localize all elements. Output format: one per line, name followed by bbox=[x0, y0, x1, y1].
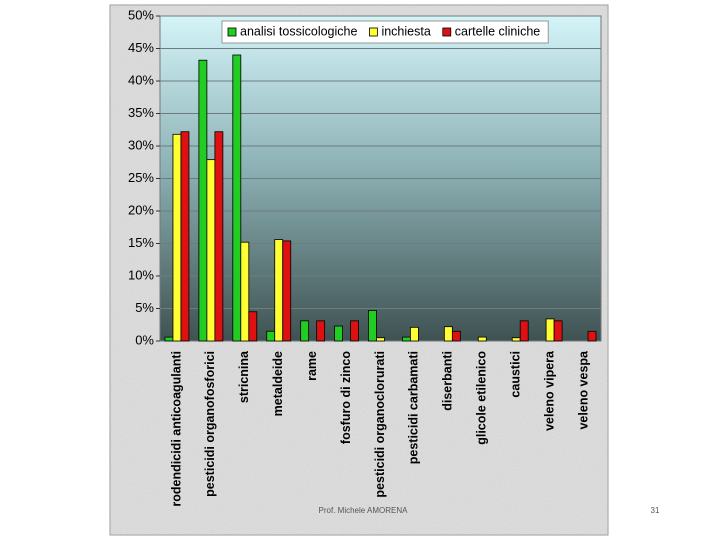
y-tick-label: 5% bbox=[135, 300, 154, 315]
y-tick-label: 0% bbox=[135, 332, 154, 347]
x-tick-label: metaldeide bbox=[271, 351, 285, 416]
page-number: 31 bbox=[651, 506, 660, 515]
x-tick-label: glicole etilenico bbox=[475, 351, 489, 445]
y-tick-label: 15% bbox=[128, 235, 154, 250]
bar bbox=[198, 59, 208, 342]
bar bbox=[180, 131, 190, 342]
legend: analisi tossicologiche inchiesta cartelle … bbox=[221, 20, 549, 44]
x-tick-label: pesticidi organofosforici bbox=[203, 351, 217, 497]
bar bbox=[164, 336, 174, 342]
x-tick-label: veleno vipera bbox=[542, 350, 556, 431]
x-tick-label: stricnina bbox=[237, 350, 251, 403]
bar bbox=[451, 330, 461, 342]
y-tick-label: 30% bbox=[128, 137, 154, 152]
bar bbox=[511, 337, 521, 342]
legend-label: inchiesta bbox=[381, 24, 430, 38]
bar bbox=[519, 320, 529, 342]
bar bbox=[206, 159, 216, 342]
y-tick-label: 35% bbox=[128, 105, 154, 120]
bar bbox=[587, 330, 597, 342]
bar bbox=[334, 325, 343, 342]
bar bbox=[477, 336, 487, 342]
legend-swatch bbox=[227, 27, 237, 37]
bar bbox=[368, 310, 377, 342]
x-tick-label: diserbanti bbox=[441, 351, 455, 411]
legend-label: analisi tossicologiche bbox=[240, 24, 357, 38]
legend-box bbox=[221, 20, 549, 44]
x-tick-label: pesticidi organoclorurati bbox=[373, 351, 387, 498]
bar bbox=[545, 318, 555, 342]
x-tick-label: veleno vespa bbox=[576, 350, 590, 430]
x-tick-label: caustici bbox=[508, 351, 522, 398]
y-tick-label: 45% bbox=[128, 40, 154, 55]
x-tick-label: rame bbox=[305, 351, 319, 381]
bar bbox=[350, 320, 359, 342]
bar bbox=[214, 131, 224, 342]
bar bbox=[443, 326, 453, 342]
bar bbox=[316, 320, 326, 342]
bar bbox=[410, 326, 419, 342]
bar bbox=[282, 240, 292, 342]
bar bbox=[266, 330, 276, 342]
bar bbox=[553, 320, 563, 342]
bar bbox=[300, 320, 310, 342]
y-tick-label: 25% bbox=[128, 170, 154, 185]
bar bbox=[232, 54, 242, 342]
bar bbox=[248, 311, 258, 342]
x-tick-label: rodendicidi anticoagulanti bbox=[169, 351, 183, 507]
legend-swatch bbox=[369, 27, 378, 37]
x-tick-label: fosfuro di zinco bbox=[339, 351, 353, 444]
footer-author: Prof. Michele AMORENA bbox=[319, 506, 409, 515]
y-tick-label: 20% bbox=[128, 202, 154, 217]
legend-label: cartelle cliniche bbox=[455, 24, 541, 38]
bar bbox=[274, 239, 284, 342]
legend-swatch bbox=[442, 27, 452, 37]
bar bbox=[402, 336, 411, 342]
bar bbox=[240, 241, 250, 342]
y-tick-label: 10% bbox=[128, 267, 154, 282]
x-tick-label: pesticidi carbamati bbox=[407, 351, 421, 464]
y-tick-label: 50% bbox=[128, 7, 154, 22]
bar bbox=[376, 337, 385, 342]
y-tick-label: 40% bbox=[128, 72, 154, 87]
bar bbox=[172, 133, 182, 342]
